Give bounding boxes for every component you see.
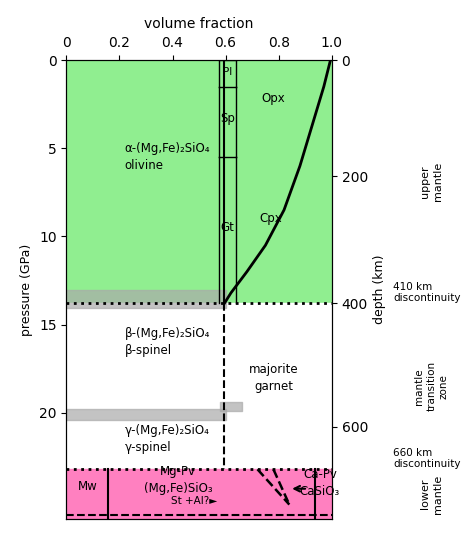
Text: β-(Mg,Fe)₂SiO₄
β-spinel: β-(Mg,Fe)₂SiO₄ β-spinel [125, 327, 210, 357]
Text: Mw: Mw [78, 480, 98, 494]
Text: Gt: Gt [221, 221, 235, 234]
Text: Sp: Sp [220, 112, 235, 125]
Y-axis label: pressure (GPa): pressure (GPa) [20, 244, 34, 335]
Text: Opx: Opx [262, 92, 285, 105]
Text: majorite
garnet: majorite garnet [248, 363, 298, 393]
Text: Ca-Pv
CaSiO₃: Ca-Pv CaSiO₃ [300, 468, 340, 498]
Text: St +Al?►: St +Al?► [171, 496, 217, 506]
Text: Cpx: Cpx [259, 212, 282, 225]
Text: upper
mantle: upper mantle [420, 162, 443, 201]
Y-axis label: depth (km): depth (km) [374, 254, 386, 324]
Text: 660 km
discontinuity: 660 km discontinuity [393, 448, 461, 469]
Text: 410 km
discontinuity: 410 km discontinuity [393, 282, 461, 304]
Text: α-(Mg,Fe)₂SiO₄
olivine: α-(Mg,Fe)₂SiO₄ olivine [125, 142, 210, 172]
Text: Pl: Pl [223, 67, 232, 76]
Text: Mg-Pv
(Mg,Fe)SiO₃: Mg-Pv (Mg,Fe)SiO₃ [144, 465, 212, 495]
Text: mantle
transition
zone: mantle transition zone [414, 361, 449, 412]
Text: γ-(Mg,Fe)₂SiO₄
γ-spinel: γ-(Mg,Fe)₂SiO₄ γ-spinel [125, 424, 210, 454]
Title: volume fraction: volume fraction [145, 17, 254, 31]
Text: lower
mantle: lower mantle [420, 474, 443, 514]
